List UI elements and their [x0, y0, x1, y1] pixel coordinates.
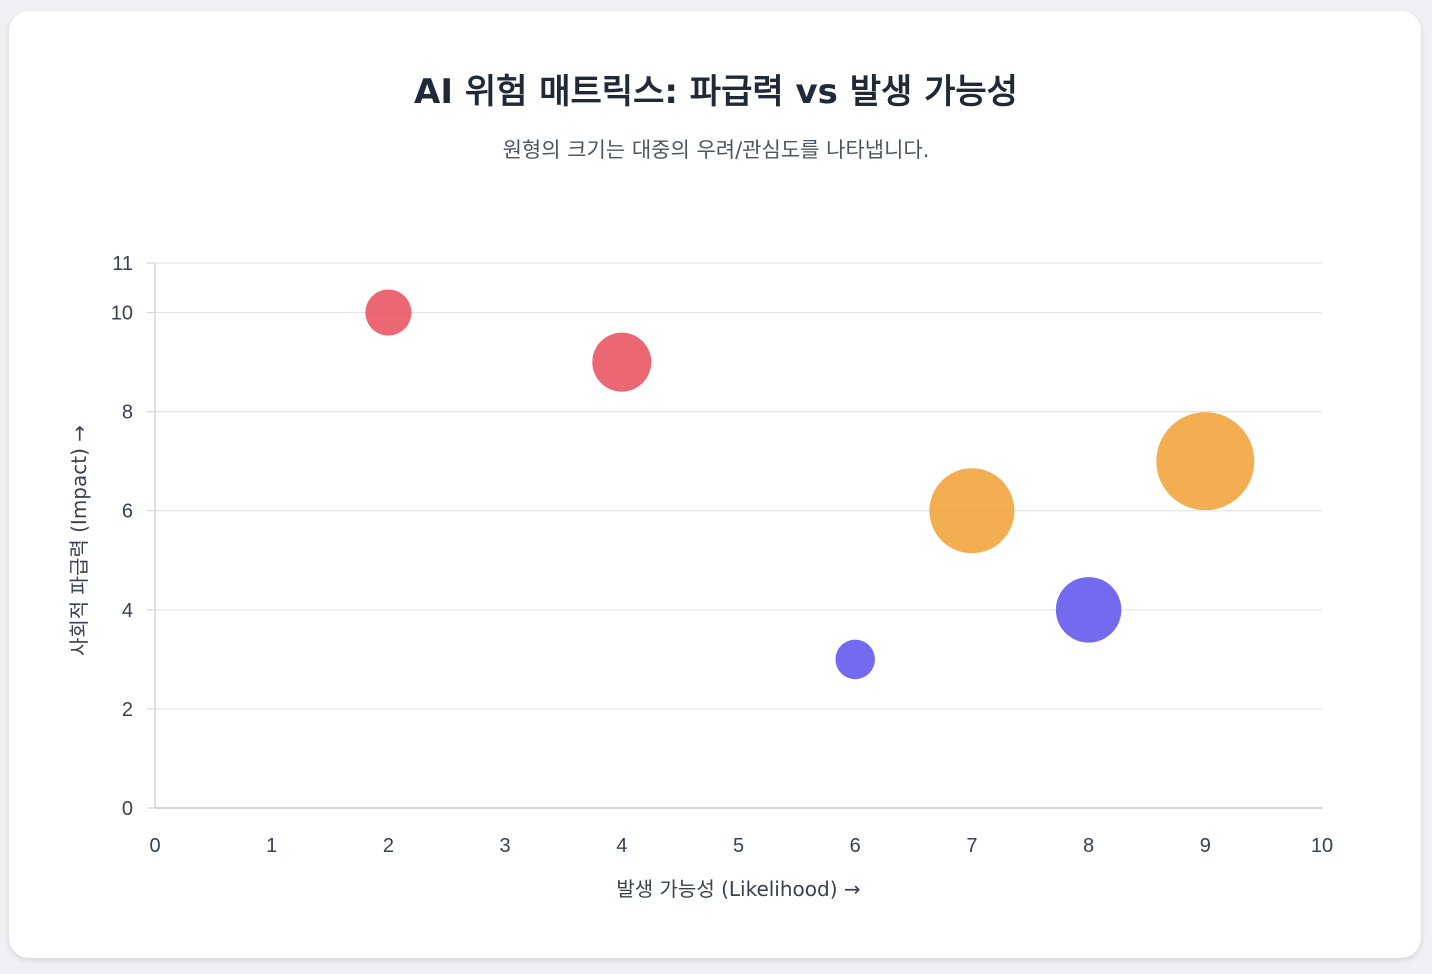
x-tick-label: 3: [500, 835, 511, 857]
x-axis-label: 발생 가능성 (Likelihood) →: [616, 877, 860, 901]
x-tick-label: 7: [966, 835, 977, 857]
x-tick-label: 6: [850, 835, 861, 857]
y-tick-label: 6: [122, 501, 133, 523]
bubble[interactable]: [592, 332, 652, 392]
y-axis-label: 사회적 파급력 (Impact) →: [67, 425, 91, 656]
x-tick-label: 10: [1311, 835, 1333, 857]
x-tick-label: 5: [733, 835, 744, 857]
x-axis-ticks: 0 1 2 3 4 5 6 7 8 9 10: [149, 835, 1333, 857]
y-tick-label: 10: [111, 303, 133, 325]
x-tick-label: 9: [1200, 835, 1211, 857]
bubble[interactable]: [1156, 412, 1255, 511]
bubble[interactable]: [835, 639, 875, 680]
y-axis-ticks: 0 2 4 6 8 10 11: [111, 253, 155, 820]
y-tick-label: 4: [122, 600, 133, 622]
grid: [155, 262, 1322, 710]
y-tick-label: 2: [122, 699, 133, 721]
bubble[interactable]: [929, 468, 1015, 554]
y-tick-label: 0: [122, 798, 133, 820]
bubbles: [365, 289, 1255, 680]
bubble[interactable]: [1055, 577, 1122, 643]
x-tick-label: 4: [616, 835, 627, 857]
y-tick-label: 8: [122, 402, 133, 424]
x-tick-label: 8: [1083, 835, 1094, 857]
chart-subtitle: 원형의 크기는 대중의 우려/관심도를 나타냅니다.: [502, 138, 930, 162]
chart-title: AI 위험 매트릭스: 파급력 vs 발생 가능성: [414, 72, 1018, 112]
y-tick-label: 11: [112, 253, 133, 275]
bubble[interactable]: [365, 289, 412, 336]
x-tick-label: 1: [266, 835, 277, 857]
x-tick-label: 2: [383, 835, 394, 857]
axes: [154, 263, 1322, 809]
x-tick-label: 0: [149, 835, 160, 857]
